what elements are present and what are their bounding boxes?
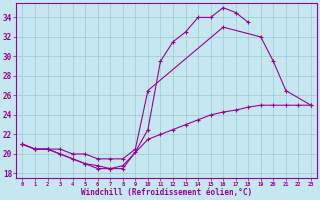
X-axis label: Windchill (Refroidissement éolien,°C): Windchill (Refroidissement éolien,°C) xyxy=(81,188,252,197)
